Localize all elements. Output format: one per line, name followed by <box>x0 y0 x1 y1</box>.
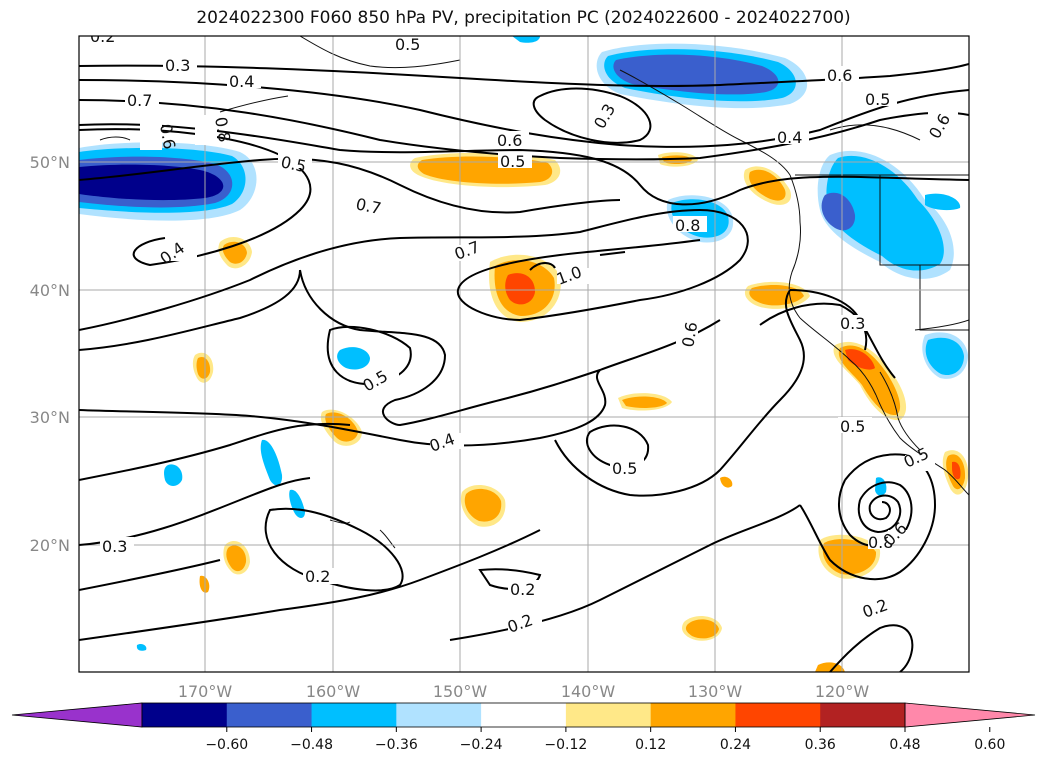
contour-label: 0.8 <box>675 216 700 235</box>
contour-label: 0.2 <box>90 27 115 46</box>
lon-label: 140°W <box>561 682 616 701</box>
contour-label: 0.5 <box>612 459 637 478</box>
colorbar-tick-label: 0.24 <box>720 737 751 753</box>
contour-label: 0.8 <box>868 533 893 552</box>
colorbar-segment <box>311 703 397 727</box>
contour-label: 0.5 <box>395 35 420 54</box>
colorbar-segment <box>396 703 482 727</box>
lat-label: 20°N <box>30 536 70 555</box>
lon-label: 170°W <box>178 682 233 701</box>
lat-label: 40°N <box>30 281 70 300</box>
contour-label: 0.2 <box>305 567 330 586</box>
colorbar-segment <box>650 703 736 727</box>
contour-label: 0.3 <box>840 314 865 333</box>
colorbar-tick-label: 0.36 <box>805 737 836 753</box>
colorbar-segment <box>820 703 906 727</box>
colorbar-tick-label: −0.12 <box>544 737 587 753</box>
colorbar-segment <box>565 703 652 727</box>
contour-label: 0.8 <box>211 115 234 143</box>
colorbar-segment <box>481 703 567 727</box>
contour-label: 0.4 <box>777 128 802 147</box>
colorbar-segment <box>142 703 228 727</box>
colorbar-tick-label: 0.60 <box>974 737 1005 753</box>
contour-label: 0.5 <box>500 152 525 171</box>
colorbar: −0.60 −0.48 −0.36 −0.24 −0.12 0.12 0.24 0.36 0.4… <box>11 702 1036 753</box>
contour-label: 0.6 <box>827 66 852 85</box>
colorbar-tick-label: −0.60 <box>205 737 248 753</box>
colorbar-tick-label: 0.12 <box>635 737 666 753</box>
contour-label: 0.6 <box>497 131 522 150</box>
colorbar-segment <box>226 703 313 727</box>
contour-label: 0.7 <box>354 194 383 218</box>
colorbar-ticks: −0.60 −0.48 −0.36 −0.24 −0.12 0.12 0.24 0.36 0.4… <box>205 727 1005 753</box>
colorbar-tick-label: 0.48 <box>889 737 920 753</box>
contour-label: 0.3 <box>165 56 190 75</box>
contour-label: 0.5 <box>865 90 890 109</box>
latitude-labels: 50°N 40°N 30°N 20°N <box>30 153 70 555</box>
lon-label: 120°W <box>815 682 870 701</box>
contour-label: 0.7 <box>127 91 152 110</box>
colorbar-tick-label: −0.24 <box>460 737 503 753</box>
contour-label: 0.5 <box>279 152 308 176</box>
lon-label: 150°W <box>433 682 488 701</box>
contour-label: 0.6 <box>156 122 179 150</box>
colorbar-tick-label: −0.36 <box>375 737 418 753</box>
colorbar-tick-label: −0.48 <box>290 737 333 753</box>
lat-label: 30°N <box>30 408 70 427</box>
lat-label: 50°N <box>30 153 70 172</box>
map-area: 0.2 0.3 0.4 0.5 0.7 0.8 0.6 0.5 0.7 0.6 … <box>79 27 969 672</box>
colorbar-extend-low <box>11 702 143 728</box>
contour-label: 0.3 <box>102 537 127 556</box>
contour-label: 0.6 <box>678 320 701 348</box>
colorbar-extend-high <box>904 702 1036 728</box>
colorbar-segment <box>735 703 821 727</box>
map-frame <box>78 35 970 673</box>
longitude-labels: 170°W 160°W 150°W 140°W 130°W 120°W <box>178 682 870 701</box>
contour-label: 0.4 <box>229 72 254 91</box>
map-title: 2024022300 F060 850 hPa PV, precipitatio… <box>196 8 851 28</box>
colorbar-segments <box>11 702 1036 728</box>
lon-label: 160°W <box>306 682 361 701</box>
contour-labels: 0.2 0.3 0.4 0.5 0.7 0.8 0.6 0.5 0.7 0.6 … <box>88 27 958 637</box>
graticule <box>79 36 969 672</box>
contour-label: 0.5 <box>840 417 865 436</box>
lon-label: 130°W <box>688 682 743 701</box>
contour-label: 0.2 <box>510 580 535 599</box>
